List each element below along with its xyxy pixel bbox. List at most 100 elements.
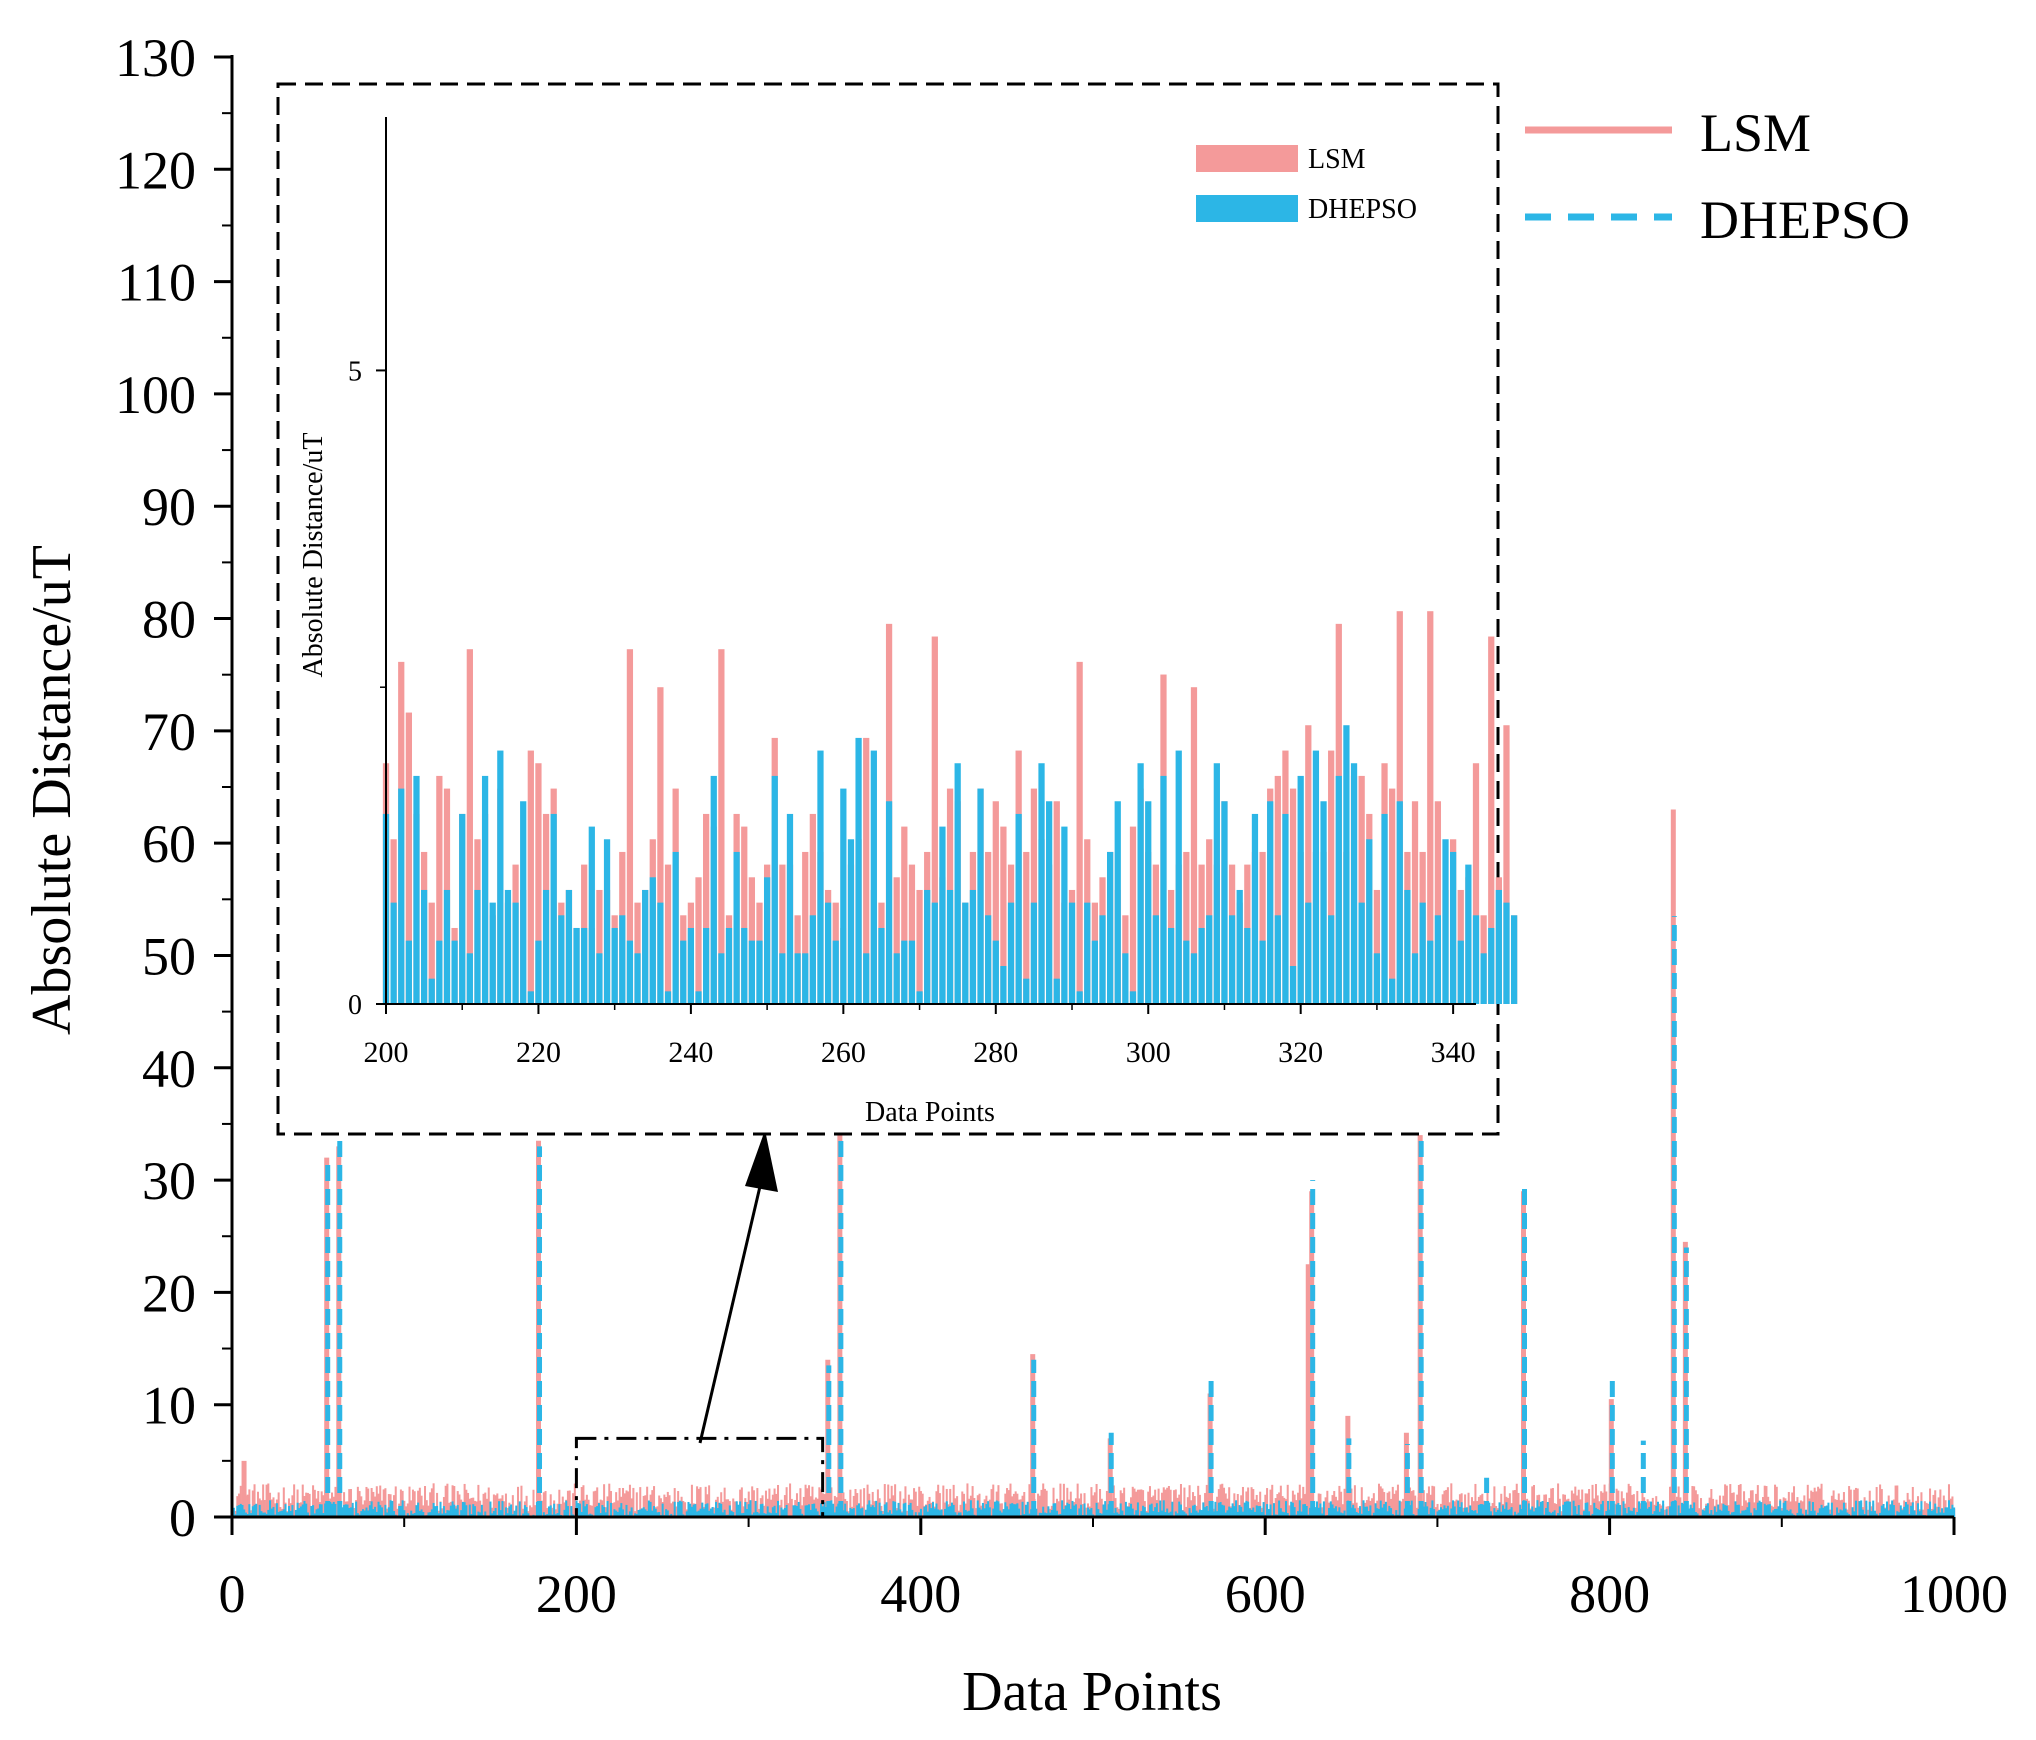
inset-dhepso-bar [710,775,717,1004]
main-dhepso-bar [1328,1507,1331,1517]
inset-dhepso-bar [680,940,687,1004]
inset-dhepso-bar [1289,965,1297,1004]
main-lsm-bar [506,1507,509,1517]
inset-dhepso-bar [558,915,565,1004]
main-dhepso-bar [1317,1507,1320,1517]
main-lsm-bar [1517,1492,1520,1517]
main-lsm-bar [632,1487,635,1517]
main-dhepso-bar [1860,1500,1863,1517]
inset-dhepso-bar [428,978,435,1004]
main-lsm-bar [1531,1486,1534,1517]
main-dhepso-bar [355,1501,358,1517]
main-lsm-bar [618,1487,621,1517]
main-dhepso-bar [993,1501,997,1517]
main-dhepso-bar [1875,1513,1878,1517]
main-lsm-bar [1014,1491,1017,1517]
main-lsm-bar [262,1484,265,1517]
main-lsm-bar [456,1491,459,1517]
main-lsm-bar [239,1485,242,1517]
inset-dhepso-bar [962,902,969,1004]
main-dhepso-bar [1365,1506,1368,1517]
main-lsm-bar [671,1501,674,1517]
main-lsm-bar [666,1491,669,1517]
main-dhepso-bar [771,1507,774,1517]
inset-dhepso-bar [619,915,626,1004]
main-dhepso-bar [999,1510,1002,1517]
main-lsm-bar [1818,1488,1821,1517]
main-dhepso-bar [1658,1511,1661,1517]
main-dhepso-bar [1557,1513,1560,1517]
main-lsm-bar [1241,1486,1244,1517]
main-dhepso-bar [962,1501,966,1517]
main-dhepso-bar [1514,1511,1517,1517]
main-dhepso-bar [964,1509,967,1517]
main-dhepso-bar [1066,1502,1069,1517]
main-lsm-bar [658,1495,661,1517]
main-y-axis-label: Absolute Distance/uT [21,545,83,1035]
main-lsm-bar [1634,1507,1637,1517]
main-dhepso-bar [287,1506,290,1517]
main-lsm-bar [1476,1501,1479,1517]
main-lsm-bar [367,1488,370,1517]
main-dhepso-bar [1233,1506,1236,1517]
main-dhepso-bar [1167,1512,1170,1517]
main-dhepso-bar [1775,1508,1778,1517]
main-dhepso-bar [1431,1500,1434,1517]
main-dhepso-bar [322,1513,325,1517]
main-dhepso-bar [523,1505,526,1517]
main-dhepso-bar [1755,1510,1758,1517]
inset-dhepso-bar [657,902,664,1004]
main-dhepso-bar [1248,1508,1251,1517]
main-dhepso-bar [1718,1509,1721,1517]
main-lsm-bar [1898,1502,1901,1517]
main-dhepso-bar [1438,1510,1441,1517]
main-dhepso-bar [1143,1507,1146,1517]
main-lsm-bar [1037,1493,1040,1517]
main-lsm-bar [883,1484,886,1517]
main-dhepso-bar [1007,1509,1010,1517]
main-dhepso-bar [976,1500,979,1517]
main-dhepso-bar [1379,1500,1382,1517]
main-lsm-bar [1470,1497,1473,1517]
main-lsm-bar [1574,1486,1577,1517]
main-dhepso-bar [1024,1504,1027,1517]
main-lsm-bar [596,1487,599,1517]
main-dhepso-bar [1229,1507,1232,1517]
main-lsm-bar [1627,1483,1630,1517]
main-dhepso-bar [1538,1506,1541,1517]
main-lsm-bar [768,1488,771,1517]
main-lsm-bar [1445,1489,1448,1517]
main-lsm-bar [763,1505,766,1517]
main-dhepso-bar [680,1501,683,1517]
main-lsm-bar [1679,1497,1682,1517]
main-lsm-bar [384,1488,387,1517]
main-dhepso-bar [661,1503,664,1517]
main-dhepso-bar [983,1508,986,1517]
main-dhepso-bar [362,1509,365,1517]
main-lsm-bar [1340,1491,1343,1517]
main-dhepso-bar [1476,1513,1479,1517]
inset-dhepso-bar [794,953,801,1004]
main-y-tick-label: 50 [142,926,196,986]
main-dhepso-bar [1734,1501,1737,1517]
main-dhepso-bar [1720,1510,1723,1517]
main-dhepso-bar [704,1504,707,1517]
main-dhepso-bar [1669,1506,1672,1517]
main-dhepso-bar [604,1512,607,1517]
main-dhepso-bar [320,1504,323,1517]
inset-dhepso-bar [763,877,771,1004]
main-dhepso-bar [1231,1503,1234,1517]
main-dhepso-bar [1591,1513,1594,1517]
main-lsm-bar [821,1493,824,1517]
main-dhepso-bar [1858,1501,1861,1517]
main-dhepso-bar [489,1501,492,1517]
main-lsm-bar [1493,1486,1496,1517]
main-dhepso-bar [1638,1501,1641,1517]
main-dhepso-bar [1073,1505,1076,1517]
inset-dhepso-bar [878,927,885,1004]
main-dhepso-bar [263,1512,266,1517]
main-dhepso-bar [1117,1513,1120,1517]
main-lsm-bar [477,1484,480,1517]
main-lsm-bar [899,1491,902,1517]
main-dhepso-bar [1464,1507,1467,1517]
